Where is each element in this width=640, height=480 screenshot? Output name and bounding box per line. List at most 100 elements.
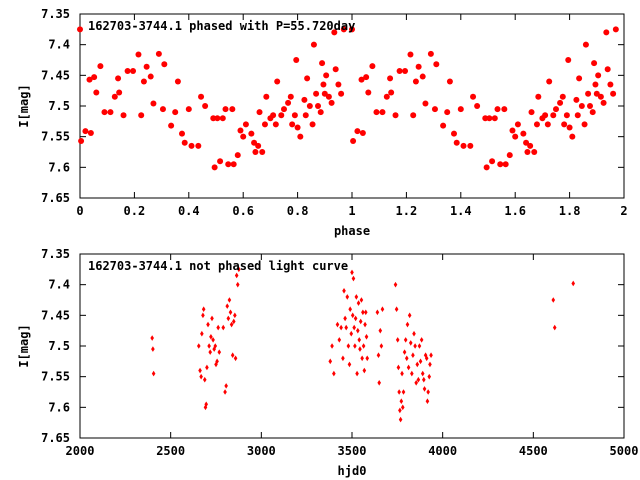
unphased-data-point [208, 349, 212, 355]
phased-data-point [179, 130, 185, 137]
unphased-data-point [358, 318, 363, 325]
phased-data-point [392, 112, 399, 119]
unphased-data-point [416, 376, 421, 383]
unphased-data-point [418, 358, 423, 365]
phased-data-point [365, 89, 372, 96]
unphased-data-point [213, 343, 218, 349]
unphased-data-point [425, 398, 430, 404]
phased-data-point [291, 112, 298, 119]
unphased-data-point [199, 373, 203, 380]
phased-data-point [321, 90, 328, 97]
phased-data-point [274, 78, 281, 85]
unphased-data-point [377, 380, 381, 386]
phased-data-point [143, 63, 150, 70]
phased-data-point [130, 68, 137, 75]
unphased-data-point [365, 355, 370, 362]
phased-data-point [467, 142, 474, 149]
phased-data-point [285, 99, 292, 106]
phased-data-point [91, 74, 98, 81]
unphased-data-point [396, 364, 401, 371]
unphased-data-point [422, 386, 427, 392]
phased-data-point [349, 26, 355, 33]
phased-data-point [520, 130, 527, 137]
phased-data-point [263, 93, 270, 100]
phased-data-point [101, 109, 108, 116]
phased-data-point [287, 93, 294, 100]
phased-data-point [363, 74, 370, 81]
phased-data-point [410, 112, 417, 119]
phased-data-point [135, 51, 142, 58]
unphased-data-point [354, 294, 359, 300]
unphased-data-point [233, 355, 238, 362]
unphased-data-point [341, 355, 345, 362]
unphased-data-point [356, 300, 361, 306]
phased-data-point [402, 68, 409, 75]
phased-data-point [563, 112, 570, 119]
unphased-data-point [360, 355, 364, 362]
phased-data-point [388, 89, 395, 96]
phased-data-point [255, 142, 262, 149]
unphased-data-point [419, 337, 424, 343]
unphased-data-point [215, 358, 219, 365]
phased-data-point [315, 103, 321, 109]
phased-data-point [501, 106, 508, 113]
phased-data-point [309, 121, 316, 128]
phased-data-point [115, 75, 122, 82]
phased-data-point [573, 96, 580, 103]
phased-data-point [155, 50, 162, 57]
unphased-chart: 2000 2500 3000 3500 4000 4500 5000 7.35 7.4 7.45… [17, 247, 638, 478]
phased-data-point [440, 122, 447, 129]
phased-data-point [565, 57, 572, 63]
unphased-data-point [362, 367, 367, 374]
unphased-data-point [198, 367, 202, 374]
phased-data-point [332, 66, 339, 73]
phased-data-point [217, 158, 224, 165]
unphased-data-point [353, 315, 358, 322]
phased-data-point [433, 61, 440, 68]
phased-x-tick-label: 0.4 [178, 204, 200, 218]
phased-data-point [512, 133, 519, 140]
phased-data-point [259, 149, 266, 155]
phased-x-tick-label: 0.2 [124, 204, 146, 218]
phased-data-point [124, 68, 131, 75]
unphased-data-point [363, 309, 368, 316]
phased-data-point [140, 78, 147, 85]
unphased-data-point [351, 275, 356, 282]
phased-y-tick-label: 7.65 [41, 191, 70, 205]
unphased-chart-title: 162703-3744.1 not phased light curve [88, 259, 348, 273]
unphased-data-point [207, 343, 211, 349]
unphased-data-point [342, 288, 346, 294]
phased-data-point [195, 142, 202, 149]
unphased-data-point [229, 321, 234, 328]
phased-data-point [310, 41, 317, 48]
phased-data-point [524, 149, 531, 155]
phased-data-point [335, 81, 342, 88]
phased-data-point [474, 103, 481, 109]
phased-data-point [535, 93, 542, 100]
unphased-data-point [361, 343, 366, 349]
unphased-data-point [196, 343, 201, 349]
unphased-data-point [429, 352, 433, 358]
unphased-data-point [402, 349, 407, 355]
unphased-data-point [363, 321, 367, 328]
unphased-data-point [393, 281, 398, 288]
phased-data-point [597, 93, 604, 100]
unphased-data-point [571, 280, 576, 287]
phased-data-point [87, 129, 94, 136]
unphased-data-point [350, 269, 354, 276]
unphased-data-point [426, 389, 430, 395]
phased-data-point [325, 93, 332, 100]
unphased-data-point [413, 343, 417, 349]
phased-data-point [248, 130, 255, 137]
phased-data-point [297, 133, 304, 140]
unphased-data-point [212, 346, 216, 352]
phased-data-point [553, 106, 559, 113]
phased-data-point [211, 164, 218, 171]
phased-chart: 0 0.2 0.4 0.6 0.8 1 1.2 1.4 1.6 1.8 2 7.357.47.457… [17, 7, 628, 238]
phased-data-point [77, 26, 83, 33]
unphased-data-point [337, 337, 342, 343]
phased-data-point [383, 93, 390, 100]
phased-data-point [301, 96, 308, 103]
unphased-data-point [428, 361, 432, 368]
unphased-data-point [410, 370, 414, 377]
